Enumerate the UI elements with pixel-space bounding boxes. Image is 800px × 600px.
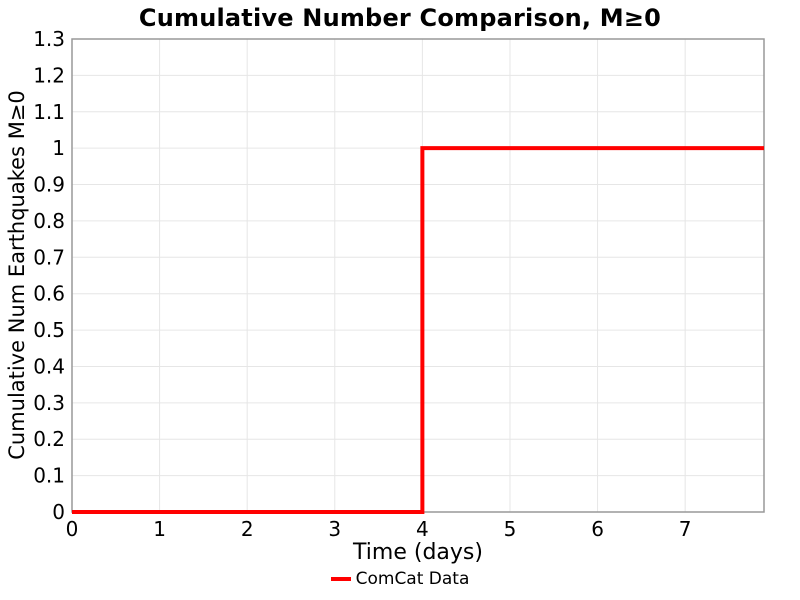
svg-text:0.4: 0.4 [33, 354, 65, 378]
svg-text:6: 6 [591, 517, 604, 541]
axes-border [71, 38, 765, 513]
svg-text:1: 1 [52, 136, 65, 160]
svg-text:0: 0 [66, 517, 79, 541]
svg-text:7: 7 [679, 517, 692, 541]
x-tick-labels: 0 1 2 3 4 5 6 7 [66, 517, 692, 541]
svg-text:0.5: 0.5 [33, 318, 65, 342]
svg-text:0.2: 0.2 [33, 427, 65, 451]
chart-title: Cumulative Number Comparison, M≥0 [138, 4, 662, 32]
legend-label: ComCat Data [355, 569, 470, 589]
series-line-comcat-data [72, 146, 764, 514]
svg-text:0.3: 0.3 [33, 391, 65, 415]
svg-text:0: 0 [52, 500, 65, 524]
svg-text:1: 1 [153, 517, 166, 541]
svg-text:0.6: 0.6 [33, 282, 65, 306]
svg-text:2: 2 [241, 517, 254, 541]
x-axis-title: Time (days) [353, 540, 483, 565]
svg-text:1.3: 1.3 [33, 27, 65, 51]
y-tick-labels: 0 0.1 0.2 0.3 0.4 0.5 0.6 0.7 0.8 0.9 1 1.1 1.2 1.3 [33, 27, 65, 524]
legend-line-marker [330, 577, 351, 581]
gridlines [71, 38, 764, 513]
svg-text:0.8: 0.8 [33, 209, 65, 233]
legend: ComCat Data [0, 567, 800, 591]
svg-text:0.9: 0.9 [33, 173, 65, 197]
svg-text:4: 4 [416, 517, 429, 541]
svg-text:1.2: 1.2 [33, 63, 65, 87]
svg-text:0.1: 0.1 [33, 464, 65, 488]
svg-text:1.1: 1.1 [33, 100, 65, 124]
svg-text:0.7: 0.7 [33, 245, 65, 269]
svg-text:3: 3 [328, 517, 341, 541]
svg-text:5: 5 [504, 517, 517, 541]
y-axis-title: Cumulative Num Earthquakes M≥0 [5, 90, 29, 460]
